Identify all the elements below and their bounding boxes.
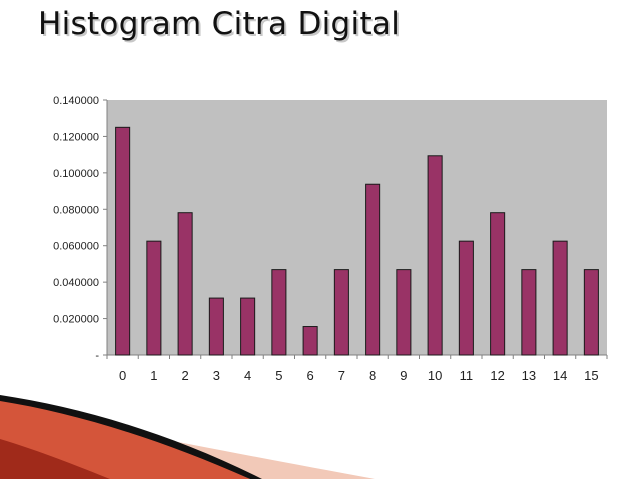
bar-1	[146, 240, 162, 356]
slide-title-shadow: Histogram Citra Digital	[40, 8, 403, 44]
bar-15	[583, 269, 599, 356]
x-tick-label: 6	[307, 368, 314, 383]
y-tick-label: 0.060000	[53, 241, 99, 253]
x-tick-label: 10	[428, 368, 442, 383]
x-tick-label: 0	[119, 368, 126, 383]
x-tick-label: 2	[182, 368, 189, 383]
x-tick-label: 3	[213, 368, 220, 383]
x-tick-label: 13	[522, 368, 536, 383]
swoosh-black-line	[0, 395, 262, 479]
swoosh-red-band	[0, 397, 250, 479]
y-tick-label: 0.020000	[53, 314, 99, 326]
x-tick-label: 5	[275, 368, 282, 383]
bar-8	[365, 183, 381, 356]
bar-3	[208, 297, 224, 356]
bar-4	[240, 297, 256, 356]
x-tick-label: 9	[400, 368, 407, 383]
bar-11	[458, 240, 474, 356]
x-tick-label: 15	[584, 368, 598, 383]
y-tick-label: 0.100000	[53, 168, 99, 180]
y-tick-label: 0.140000	[53, 95, 99, 107]
histogram-chart: - 0.020000 0.040000 0.060000 0.080000 0.10000…	[53, 95, 608, 383]
x-tick-label: 8	[369, 368, 376, 383]
bar-10	[427, 155, 443, 356]
bar-13	[521, 269, 537, 356]
y-tick-label: 0.040000	[53, 277, 99, 289]
y-tick-label: 0.120000	[53, 131, 99, 143]
bar-5	[271, 269, 287, 356]
x-tick-label: 14	[553, 368, 567, 383]
x-tick-label: 12	[490, 368, 504, 383]
slide-decoration-swoosh	[0, 395, 375, 479]
slide-title: Histogram Citra Digital	[38, 6, 401, 42]
bar-7	[333, 269, 349, 356]
bar-9	[396, 269, 412, 356]
x-tick-label: 7	[338, 368, 345, 383]
x-tick-label: 4	[244, 368, 251, 383]
x-tick-label: 1	[150, 368, 157, 383]
bar-0	[115, 126, 131, 356]
bar-12	[490, 212, 506, 356]
bar-6	[302, 326, 318, 356]
bar-2	[177, 212, 193, 356]
y-tick-label: 0.080000	[53, 204, 99, 216]
y-tick-label: -	[95, 350, 99, 362]
x-tick-label: 11	[460, 368, 474, 383]
bar-14	[552, 240, 568, 356]
swoosh-dark-band	[0, 439, 110, 479]
